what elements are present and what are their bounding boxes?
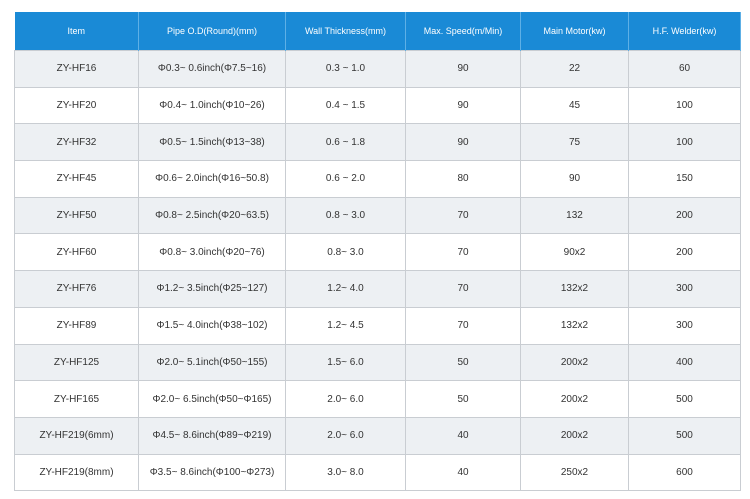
table-cell: ZY-HF125 bbox=[14, 343, 139, 382]
table-row: ZY-HF16 Φ0.3~ 0.6inch(Φ7.5~16) 0.3 ~ 1.0 90… bbox=[14, 50, 741, 88]
table-cell: 1.5~ 6.0 bbox=[285, 343, 406, 382]
table-row: ZY-HF20 Φ0.4~ 1.0inch(Φ10~26) 0.4 ~ 1.5 90 4… bbox=[14, 86, 741, 125]
table-cell: 0.3 ~ 1.0 bbox=[285, 50, 406, 88]
table-cell: Φ2.0~ 5.1inch(Φ50~155) bbox=[138, 343, 286, 382]
table-cell: 50 bbox=[405, 343, 521, 382]
table-cell: 1.2~ 4.5 bbox=[285, 306, 406, 345]
table-cell: 60 bbox=[628, 50, 741, 88]
table-cell: ZY-HF16 bbox=[14, 50, 139, 88]
table-cell: ZY-HF89 bbox=[14, 306, 139, 345]
table-cell: 200 bbox=[628, 233, 741, 272]
table-row: ZY-HF219(6mm) Φ4.5~ 8.6inch(Φ89~Φ219) 2.0~… bbox=[14, 416, 741, 455]
table-cell: Φ0.8~ 2.5inch(Φ20~63.5) bbox=[138, 196, 286, 235]
table-cell: Φ0.8~ 3.0inch(Φ20~76) bbox=[138, 233, 286, 272]
table-cell: 150 bbox=[628, 160, 741, 198]
table-cell: 600 bbox=[628, 453, 741, 492]
header-cell: Item bbox=[14, 12, 139, 51]
table-row: ZY-HF32 Φ0.5~ 1.5inch(Φ13~38) 0.6 ~ 1.8 90 7… bbox=[14, 123, 741, 162]
header-cell: H.F. Welder(kw) bbox=[628, 12, 741, 51]
table-cell: Φ2.0~ 6.5inch(Φ50~Φ165) bbox=[138, 380, 286, 418]
table-cell: Φ0.5~ 1.5inch(Φ13~38) bbox=[138, 123, 286, 162]
table-cell: ZY-HF60 bbox=[14, 233, 139, 272]
table-cell: 70 bbox=[405, 306, 521, 345]
table-cell: 90 bbox=[520, 160, 629, 198]
table-cell: 100 bbox=[628, 123, 741, 162]
table-row: ZY-HF50 Φ0.8~ 2.5inch(Φ20~63.5) 0.8 ~ 3.0 7… bbox=[14, 196, 741, 235]
table-cell: 300 bbox=[628, 270, 741, 308]
table-cell: Φ1.2~ 3.5inch(Φ25~127) bbox=[138, 270, 286, 308]
table-cell: 40 bbox=[405, 416, 521, 455]
table-cell: ZY-HF165 bbox=[14, 380, 139, 418]
table-cell: 200 bbox=[628, 196, 741, 235]
table-cell: 40 bbox=[405, 453, 521, 492]
table-cell: 70 bbox=[405, 233, 521, 272]
table-cell: 0.6 ~ 2.0 bbox=[285, 160, 406, 198]
table-cell: 50 bbox=[405, 380, 521, 418]
table-row: ZY-HF60 Φ0.8~ 3.0inch(Φ20~76) 0.8~ 3.0 70 90… bbox=[14, 233, 741, 272]
table-cell: 70 bbox=[405, 196, 521, 235]
spec-table: Item Pipe O.D(Round)(mm) Wall Thickness(mm… bbox=[14, 12, 741, 492]
table-row: ZY-HF125 Φ2.0~ 5.1inch(Φ50~155) 1.5~ 6.0 50… bbox=[14, 343, 741, 382]
table-cell: ZY-HF20 bbox=[14, 86, 139, 125]
table-row: ZY-HF45 Φ0.6~ 2.0inch(Φ16~50.8) 0.6 ~ 2.0 8… bbox=[14, 160, 741, 198]
table-cell: 300 bbox=[628, 306, 741, 345]
table-cell: ZY-HF45 bbox=[14, 160, 139, 198]
table-cell: 75 bbox=[520, 123, 629, 162]
table-cell: 45 bbox=[520, 86, 629, 125]
table-cell: 200x2 bbox=[520, 380, 629, 418]
table-cell: 70 bbox=[405, 270, 521, 308]
table-row: ZY-HF89 Φ1.5~ 4.0inch(Φ38~102) 1.2~ 4.5 70 1… bbox=[14, 306, 741, 345]
table-cell: Φ3.5~ 8.6inch(Φ100~Φ273) bbox=[138, 453, 286, 492]
table-cell: 200x2 bbox=[520, 343, 629, 382]
table-cell: 90 bbox=[405, 123, 521, 162]
table-cell: ZY-HF32 bbox=[14, 123, 139, 162]
table-row: ZY-HF165 Φ2.0~ 6.5inch(Φ50~Φ165) 2.0~ 6.0 5… bbox=[14, 380, 741, 418]
table-cell: 22 bbox=[520, 50, 629, 88]
table-cell: ZY-HF219(8mm) bbox=[14, 453, 139, 492]
header-cell: Wall Thickness(mm) bbox=[285, 12, 406, 51]
table-cell: 0.8 ~ 3.0 bbox=[285, 196, 406, 235]
table-cell: 500 bbox=[628, 380, 741, 418]
table-cell: 2.0~ 6.0 bbox=[285, 416, 406, 455]
table-cell: 90 bbox=[405, 86, 521, 125]
table-cell: ZY-HF50 bbox=[14, 196, 139, 235]
header-cell: Max. Speed(m/Min) bbox=[405, 12, 521, 51]
table-cell: 132x2 bbox=[520, 306, 629, 345]
table-cell: 500 bbox=[628, 416, 741, 455]
table-cell: 100 bbox=[628, 86, 741, 125]
table-cell: Φ0.3~ 0.6inch(Φ7.5~16) bbox=[138, 50, 286, 88]
table-cell: 3.0~ 8.0 bbox=[285, 453, 406, 492]
table-cell: 400 bbox=[628, 343, 741, 382]
table-cell: 2.0~ 6.0 bbox=[285, 380, 406, 418]
header-cell: Pipe O.D(Round)(mm) bbox=[138, 12, 286, 51]
table-cell: 132 bbox=[520, 196, 629, 235]
table-cell: Φ0.4~ 1.0inch(Φ10~26) bbox=[138, 86, 286, 125]
table-cell: 1.2~ 4.0 bbox=[285, 270, 406, 308]
table-cell: Φ0.6~ 2.0inch(Φ16~50.8) bbox=[138, 160, 286, 198]
table-cell: 0.4 ~ 1.5 bbox=[285, 86, 406, 125]
table-cell: 0.8~ 3.0 bbox=[285, 233, 406, 272]
table-cell: 80 bbox=[405, 160, 521, 198]
table-cell: Φ4.5~ 8.6inch(Φ89~Φ219) bbox=[138, 416, 286, 455]
table-cell: 90 bbox=[405, 50, 521, 88]
table-cell: 90x2 bbox=[520, 233, 629, 272]
table-row: ZY-HF219(8mm) Φ3.5~ 8.6inch(Φ100~Φ273) 3.0… bbox=[14, 453, 741, 492]
table-cell: Φ1.5~ 4.0inch(Φ38~102) bbox=[138, 306, 286, 345]
table-row: ZY-HF76 Φ1.2~ 3.5inch(Φ25~127) 1.2~ 4.0 70 1… bbox=[14, 270, 741, 308]
table-cell: 0.6 ~ 1.8 bbox=[285, 123, 406, 162]
table-cell: ZY-HF76 bbox=[14, 270, 139, 308]
header-row: Item Pipe O.D(Round)(mm) Wall Thickness(mm… bbox=[14, 12, 741, 51]
table-cell: 132x2 bbox=[520, 270, 629, 308]
header-cell: Main Motor(kw) bbox=[520, 12, 629, 51]
table-cell: 200x2 bbox=[520, 416, 629, 455]
table-cell: 250x2 bbox=[520, 453, 629, 492]
table-cell: ZY-HF219(6mm) bbox=[14, 416, 139, 455]
